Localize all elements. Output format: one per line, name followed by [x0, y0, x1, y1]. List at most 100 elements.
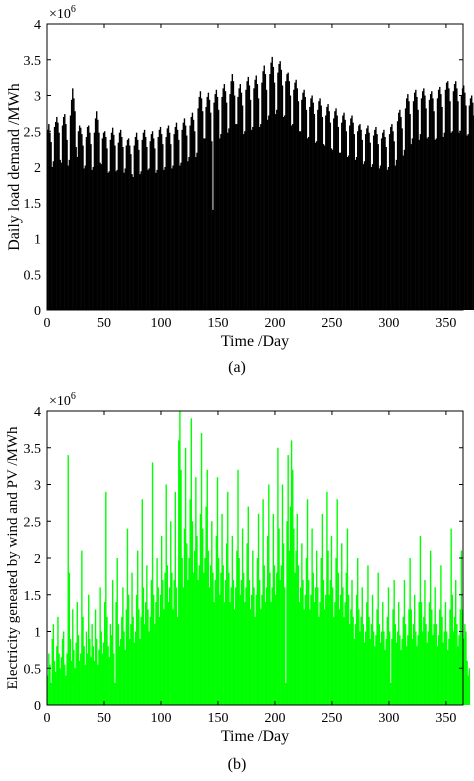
bar [102, 132, 105, 310]
bar [77, 635, 80, 705]
bar [233, 95, 236, 310]
bar [434, 139, 436, 310]
bar [83, 646, 85, 705]
bar [298, 131, 301, 310]
bar [305, 109, 308, 310]
bar [413, 594, 416, 705]
bar [106, 616, 108, 705]
bar [451, 131, 453, 310]
bar [219, 594, 221, 705]
bar [370, 624, 373, 705]
bar [394, 165, 397, 310]
bar [154, 624, 156, 705]
bar [451, 594, 453, 705]
bar [317, 587, 319, 705]
bar [295, 550, 297, 705]
bar [238, 558, 240, 705]
bar [151, 462, 154, 705]
bar [186, 135, 188, 310]
bar [358, 125, 360, 310]
bar [80, 653, 82, 705]
bar [313, 602, 316, 705]
bar [411, 638, 414, 705]
bar [394, 624, 397, 705]
bar [172, 609, 174, 705]
bar [206, 469, 208, 705]
bar [215, 535, 218, 705]
bar [351, 580, 353, 705]
bar [447, 649, 449, 706]
bar [418, 139, 420, 310]
bar [106, 148, 108, 310]
bar [315, 550, 318, 705]
bar [231, 535, 234, 705]
bar [368, 132, 370, 310]
bar [392, 131, 394, 310]
bar [69, 638, 72, 705]
bar [72, 609, 74, 705]
bar-series [47, 411, 471, 706]
bar [115, 602, 117, 705]
bar [339, 594, 342, 705]
bar [436, 646, 439, 705]
bar [184, 125, 187, 310]
bar [197, 108, 199, 311]
bar [90, 657, 92, 705]
bar [74, 668, 76, 705]
bar [302, 92, 304, 310]
bar [277, 72, 279, 311]
bar [343, 616, 345, 705]
y-tick-label: 4 [34, 18, 41, 33]
bar [138, 609, 140, 705]
bar [266, 535, 269, 705]
bar [345, 572, 347, 705]
bar [314, 142, 317, 310]
bar [108, 171, 110, 310]
bar [89, 638, 91, 705]
bar [308, 580, 310, 705]
bar [368, 616, 370, 705]
bar [362, 624, 365, 705]
bar [224, 91, 227, 311]
bar [197, 580, 199, 705]
bar [135, 594, 138, 705]
bar [151, 131, 154, 310]
bar [436, 98, 439, 310]
x-tick-label: 50 [97, 711, 111, 726]
bar [213, 602, 215, 705]
bar [192, 572, 195, 705]
bar [286, 74, 288, 310]
bar [255, 75, 257, 310]
bar [273, 565, 276, 705]
bar [115, 171, 117, 310]
y-tick-label: 3.5 [24, 442, 42, 457]
bar [379, 165, 382, 310]
bar [74, 111, 76, 310]
bar [145, 602, 147, 705]
bar [103, 131, 106, 310]
bar [183, 528, 186, 705]
bar [164, 572, 166, 705]
bar [134, 136, 137, 310]
bar [460, 550, 463, 705]
bar [398, 602, 400, 705]
bar [288, 81, 291, 310]
bar [133, 642, 136, 705]
bar [243, 134, 245, 310]
bar [257, 98, 260, 310]
bar [459, 609, 461, 705]
bar [271, 587, 273, 705]
bar [164, 167, 166, 310]
y-tick-label: 1 [34, 233, 41, 248]
bar [217, 109, 220, 310]
bar [322, 144, 325, 310]
bar [235, 124, 237, 310]
bar [244, 602, 246, 705]
bar [121, 136, 123, 310]
bar [360, 616, 362, 705]
bar [76, 156, 79, 310]
x-tick-label: 100 [150, 316, 171, 331]
bar [391, 124, 393, 310]
bar [254, 79, 256, 311]
bar [289, 95, 292, 310]
